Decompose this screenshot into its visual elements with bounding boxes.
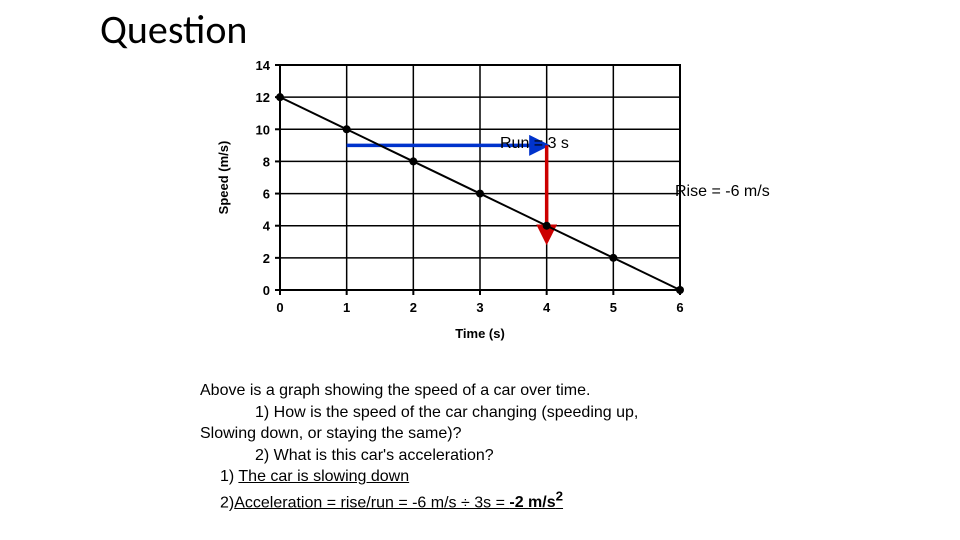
body-a2: 2)Acceleration = rise/run = -6 m/s ÷ 3s … (200, 488, 780, 514)
svg-text:2: 2 (263, 251, 270, 266)
svg-text:1: 1 (343, 300, 350, 315)
run-annotation: Run = 3 s (500, 135, 569, 153)
rise-annotation: Rise = -6 m/s (675, 183, 770, 201)
svg-text:Time (s): Time (s) (455, 326, 505, 341)
body-a1: 1) The car is slowing down (200, 466, 780, 488)
body-q2: 2) What is this car's acceleration? (200, 445, 780, 467)
svg-text:4: 4 (263, 219, 271, 234)
body-q1a: 1) How is the speed of the car changing … (200, 402, 780, 424)
svg-text:3: 3 (476, 300, 483, 315)
svg-text:14: 14 (256, 58, 271, 73)
svg-text:6: 6 (676, 300, 683, 315)
svg-text:0: 0 (263, 283, 270, 298)
body-q1b: Slowing down, or staying the same)? (200, 425, 461, 442)
svg-text:4: 4 (543, 300, 551, 315)
body-line1: Above is a graph showing the speed of a … (200, 382, 590, 399)
svg-text:5: 5 (610, 300, 617, 315)
svg-text:6: 6 (263, 187, 270, 202)
slide-title: Question (100, 5, 247, 54)
speed-time-chart: 024681012140123456Time (s)Speed (m/s) Ru… (200, 55, 760, 365)
svg-text:10: 10 (256, 122, 270, 137)
svg-text:0: 0 (276, 300, 283, 315)
svg-text:2: 2 (410, 300, 417, 315)
svg-text:8: 8 (263, 154, 270, 169)
svg-text:12: 12 (256, 90, 270, 105)
svg-text:Speed (m/s): Speed (m/s) (216, 141, 231, 215)
question-body: Above is a graph showing the speed of a … (200, 380, 780, 514)
